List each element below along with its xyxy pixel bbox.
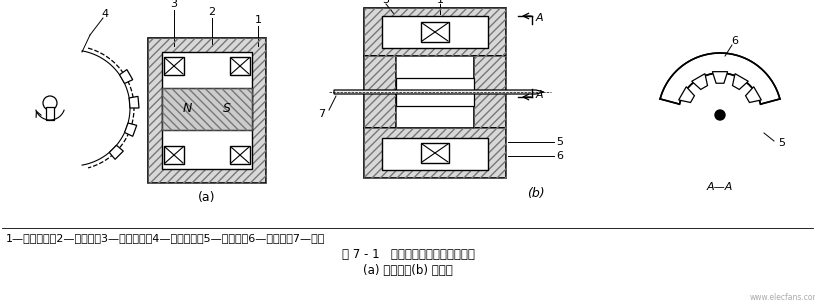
Polygon shape (364, 8, 506, 56)
Text: 1—永久磁铁；2—软磁铁；3—感应线圈；4—测量齿轮；5—内齿轮；6—外齿轮；7—转轴: 1—永久磁铁；2—软磁铁；3—感应线圈；4—测量齿轮；5—内齿轮；6—外齿轮；7… (6, 233, 325, 243)
Circle shape (43, 96, 57, 110)
Circle shape (715, 110, 725, 120)
Text: 6: 6 (732, 36, 738, 46)
Text: A—A: A—A (707, 182, 734, 192)
Polygon shape (692, 74, 707, 89)
Text: (a) 开磁路；(b) 闭磁路: (a) 开磁路；(b) 闭磁路 (363, 263, 453, 277)
Text: N: N (183, 103, 192, 115)
Polygon shape (421, 22, 449, 42)
Polygon shape (364, 128, 506, 178)
Text: (b): (b) (527, 186, 544, 200)
Polygon shape (364, 56, 396, 128)
Text: 1: 1 (254, 15, 262, 25)
Polygon shape (679, 87, 694, 103)
Text: 7: 7 (319, 109, 325, 119)
Polygon shape (396, 78, 474, 106)
Text: 5: 5 (556, 137, 563, 147)
Text: 图 7 - 1   变磁通式磁电传感器结构图: 图 7 - 1 变磁通式磁电传感器结构图 (341, 247, 474, 261)
Text: A: A (536, 90, 544, 100)
Polygon shape (230, 146, 250, 164)
Polygon shape (660, 53, 780, 104)
Polygon shape (148, 38, 266, 183)
Polygon shape (382, 138, 488, 170)
Text: 2: 2 (209, 7, 215, 17)
Polygon shape (334, 90, 544, 94)
Text: www.elecfans.com: www.elecfans.com (750, 293, 815, 302)
Polygon shape (733, 74, 748, 89)
Polygon shape (129, 96, 139, 108)
Text: A: A (536, 13, 544, 23)
Text: S: S (222, 103, 231, 115)
Polygon shape (109, 145, 123, 159)
Polygon shape (46, 107, 54, 120)
Polygon shape (421, 143, 449, 163)
Polygon shape (230, 57, 250, 75)
Text: 4: 4 (101, 9, 108, 19)
Text: 1: 1 (437, 0, 443, 5)
Polygon shape (382, 16, 488, 48)
Text: 5: 5 (778, 138, 786, 148)
Polygon shape (712, 72, 728, 83)
Polygon shape (162, 88, 252, 130)
Polygon shape (120, 70, 133, 84)
Text: 6: 6 (556, 151, 563, 161)
Text: (a): (a) (198, 191, 216, 204)
Polygon shape (164, 146, 184, 164)
Polygon shape (162, 52, 252, 169)
Polygon shape (125, 123, 137, 136)
Text: 3: 3 (170, 0, 178, 9)
Polygon shape (164, 57, 184, 75)
Polygon shape (746, 87, 761, 103)
Polygon shape (474, 56, 506, 128)
Text: 3: 3 (382, 0, 390, 5)
